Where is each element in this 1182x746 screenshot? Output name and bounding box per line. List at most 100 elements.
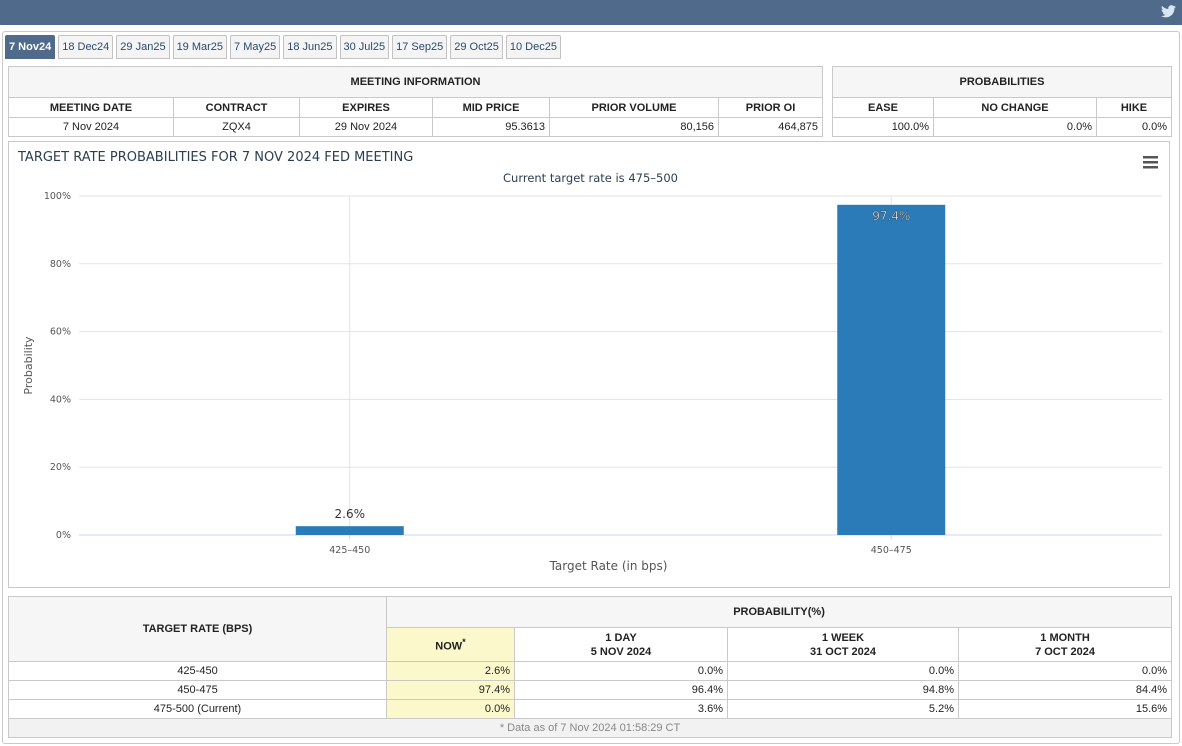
tab[interactable]: 29 Oct25	[450, 35, 503, 59]
cell: 0.0%	[514, 661, 728, 681]
cell: ZQX4	[173, 117, 300, 137]
data-label: 97.4%	[872, 209, 910, 223]
row: 450-475 97.4% 96.4% 94.8% 84.4%	[8, 680, 1173, 700]
twitter-icon[interactable]	[1161, 5, 1176, 18]
row: 425-450 2.6% 0.0% 0.0% 0.0%	[8, 661, 1173, 681]
y-tick-label: 100%	[44, 191, 71, 202]
cell: 84.4%	[957, 680, 1173, 700]
column-header: 1 DAY 5 NOV 2024	[514, 627, 728, 662]
column-date: 7 OCT 2024	[1035, 645, 1095, 658]
column-header: EXPIRES	[299, 97, 433, 118]
cell: 475-500 (Current)	[8, 699, 387, 719]
cell: 0.0%	[727, 661, 959, 681]
row: PROBABILITIES	[831, 66, 1173, 98]
table-title: MEETING INFORMATION	[7, 66, 824, 98]
column-header: CONTRACT	[173, 97, 300, 118]
chart-box: TARGET RATE PROBABILITIES FOR 7 NOV 2024…	[8, 141, 1170, 588]
tab[interactable]: 10 Dec25	[505, 35, 561, 59]
tab[interactable]: 17 Sep25	[392, 35, 448, 59]
column-header: MEETING DATE	[8, 97, 174, 118]
data-label: 2.6%	[335, 507, 366, 521]
frame	[2, 31, 1180, 744]
tab[interactable]: 7 May25	[230, 35, 281, 59]
bar	[295, 526, 404, 535]
chart-title: TARGET RATE PROBABILITIES FOR 7 NOV 2024…	[17, 150, 413, 165]
x-tick-label: 450–475	[871, 545, 912, 556]
cell: 425-450	[8, 661, 387, 681]
tab[interactable]: 29 Jan25	[116, 35, 170, 59]
note-mark: *	[462, 637, 466, 648]
cell: 0.0%	[933, 117, 1097, 137]
tab[interactable]: 19 Mar25	[172, 35, 228, 59]
rate-table: TARGET RATE (BPS) PROBABILITY(%) NOW* 1 DAY…	[7, 596, 1173, 738]
cell: 2.6%	[386, 661, 515, 681]
row-header-title: TARGET RATE (BPS)	[8, 596, 387, 662]
row: MEETING INFORMATION	[7, 66, 824, 98]
row: EASE NO CHANGE HIKE	[832, 97, 1173, 118]
tab[interactable]: 30 Jul25	[339, 35, 390, 59]
row: MEETING DATE CONTRACT EXPIRES MID PRICE PRIO…	[8, 97, 824, 118]
y-tick-label: 80%	[50, 259, 71, 270]
tabs: 7 Nov24 18 Dec24 29 Jan25 19 Mar25 7 May25 18…	[5, 35, 561, 59]
y-tick-label: 60%	[50, 327, 71, 338]
tab[interactable]: 18 Jun25	[283, 35, 337, 59]
row: 475-500 (Current) 0.0% 3.6% 5.2% 15.6%	[8, 699, 1173, 719]
column-header: NOW*	[386, 627, 515, 662]
row: 100.0% 0.0% 0.0%	[832, 117, 1173, 137]
column-header: 1 MONTH 7 OCT 2024	[957, 627, 1173, 662]
cell: 96.4%	[514, 680, 728, 700]
y-axis-title: Probability	[22, 336, 35, 395]
x-axis-title: Target Rate (in bps)	[549, 559, 668, 573]
tab[interactable]: 7 Nov24	[5, 35, 56, 59]
column-header: PRIOR OI	[717, 97, 824, 118]
cell: 97.4%	[386, 680, 515, 700]
column-header: NO CHANGE	[933, 97, 1097, 118]
column-date: 5 NOV 2024	[590, 645, 652, 658]
cell: 29 Nov 2024	[299, 117, 433, 137]
probabilities-table: PROBABILITIES EASE NO CHANGE HIKE 100.0% 0.0%…	[831, 66, 1173, 137]
column-header: 1 WEEK 31 OCT 2024	[727, 627, 959, 662]
table-title: PROBABILITIES	[831, 66, 1173, 98]
cell: 15.6%	[957, 699, 1173, 719]
column-title: NOW	[435, 640, 463, 653]
cell: 0.0%	[1095, 117, 1173, 137]
cell: 95.3613	[432, 117, 550, 137]
column-date: 31 OCT 2024	[809, 645, 877, 658]
cell: 80,156	[549, 117, 719, 137]
column-header: MID PRICE	[432, 97, 550, 118]
cell: 5.2%	[727, 699, 959, 719]
bar	[837, 204, 946, 535]
cell: 450-475	[8, 680, 387, 700]
footnote: * Data as of 7 Nov 2024 01:58:29 CT	[7, 718, 1173, 738]
column-title: 1 WEEK	[821, 631, 865, 644]
cell: 3.6%	[514, 699, 728, 719]
cell: 7 Nov 2024	[8, 117, 174, 137]
y-tick-label: 40%	[50, 394, 71, 405]
x-tick-label: 425–450	[329, 545, 370, 556]
y-tick-label: 20%	[50, 462, 71, 473]
menu-icon	[1143, 161, 1158, 164]
meeting-info-table: MEETING INFORMATION MEETING DATE CONTRACT E…	[7, 66, 824, 137]
row: * Data as of 7 Nov 2024 01:58:29 CT	[7, 718, 1173, 738]
column-title: 1 MONTH	[1040, 631, 1090, 644]
chart: TARGET RATE PROBABILITIES FOR 7 NOV 2024…	[17, 150, 1162, 573]
cell: 100.0%	[832, 117, 934, 137]
y-tick-label: 0%	[56, 530, 71, 541]
column-title: 1 DAY	[605, 631, 637, 644]
column-header: PRIOR VOLUME	[549, 97, 719, 118]
row: TARGET RATE (BPS) PROBABILITY(%)	[8, 596, 1173, 662]
row: 7 Nov 2024 ZQX4 29 Nov 2024 95.3613 80,156 46…	[8, 117, 824, 137]
chart-subtitle: Current target rate is 475–500	[503, 171, 678, 185]
cell: 0.0%	[386, 699, 515, 719]
cell: 464,875	[717, 117, 824, 137]
column-header: HIKE	[1095, 97, 1173, 118]
menu-icon	[1143, 156, 1158, 159]
cell: 94.8%	[727, 680, 959, 700]
menu-icon	[1143, 166, 1158, 169]
group-header: PROBABILITY(%)	[385, 596, 1173, 628]
cell: 0.0%	[957, 661, 1173, 681]
top-bar	[0, 0, 1182, 25]
column-header: EASE	[832, 97, 934, 118]
tab[interactable]: 18 Dec24	[58, 35, 114, 59]
